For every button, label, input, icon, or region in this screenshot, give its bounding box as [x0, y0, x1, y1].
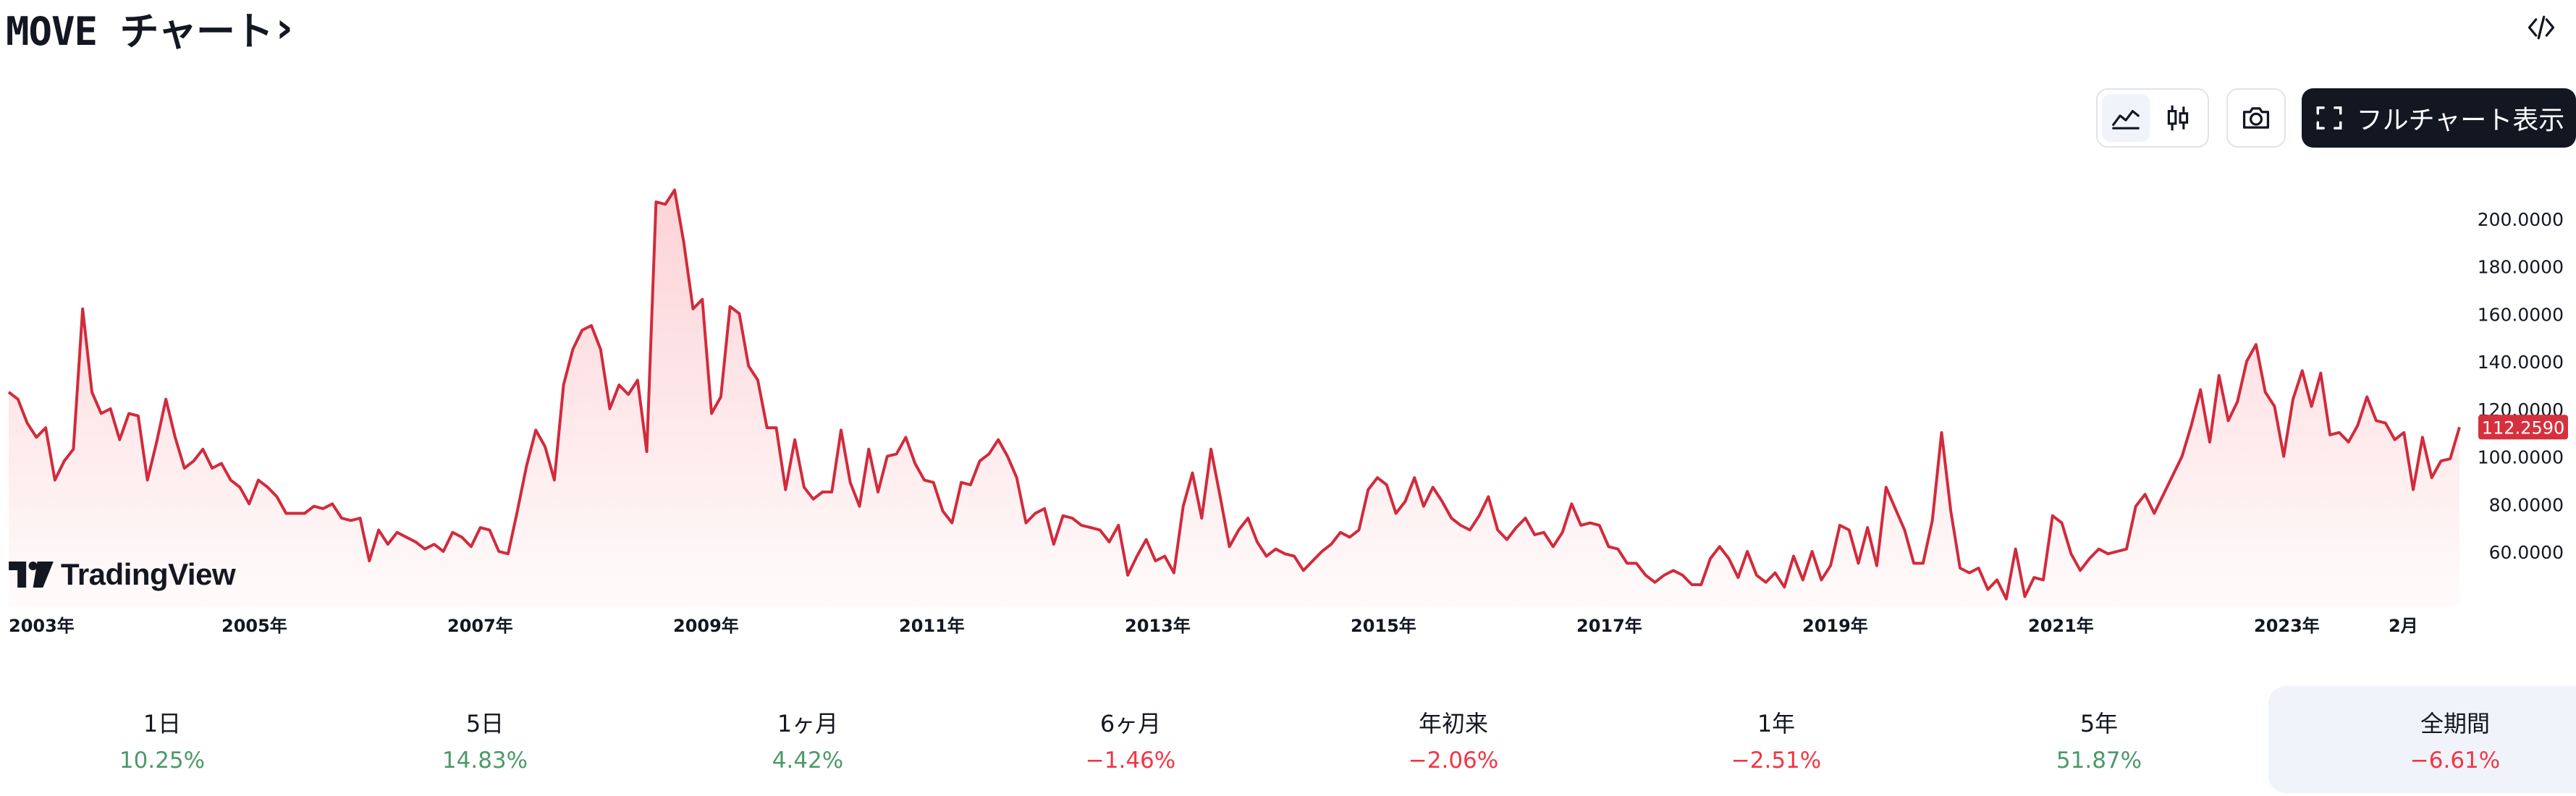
candlestick-style-button[interactable] [2154, 94, 2202, 142]
camera-icon [2242, 107, 2270, 129]
x-tick-label: 2009年 [673, 616, 739, 636]
period-change-value: 14.83% [442, 748, 528, 774]
period-performance-bar: 1日 10.25% 5日 14.83% 1ヶ月 4.42% 6ヶ月 −1.46% 年初来 −2.0… [0, 686, 2576, 793]
period-change-value: −2.51% [1731, 748, 1822, 774]
period-change-value: −2.06% [1408, 748, 1499, 774]
chart-style-toggle [2096, 88, 2209, 148]
y-tick-label: 80.0000 [2489, 494, 2564, 515]
period-tab-4[interactable]: 6ヶ月 −1.46% [979, 686, 1283, 793]
x-tick-label: 2013年 [1125, 616, 1191, 636]
area-chart-icon [2112, 110, 2140, 130]
expand-icon [2316, 106, 2342, 130]
period-tab-5[interactable]: 年初来 −2.06% [1301, 686, 1605, 793]
period-label: 1年 [1757, 710, 1796, 737]
page-title: MOVE チャート [6, 8, 274, 54]
period-change-value: 4.42% [772, 748, 844, 774]
period-label: 5日 [465, 710, 504, 737]
x-tick-label: 2015年 [1351, 616, 1416, 636]
y-tick-label: 180.0000 [2478, 257, 2564, 278]
tradingview-logo[interactable]: TradingView [9, 557, 236, 592]
x-tick-label: 2021年 [2028, 616, 2094, 636]
series-area-fill [9, 190, 2459, 607]
period-label: 6ヶ月 [1099, 710, 1162, 737]
x-tick-label: 2023年 [2254, 616, 2320, 636]
period-label: 5年 [2079, 710, 2119, 737]
x-tick-label: 2月 [2389, 616, 2418, 636]
series-line [7, 188, 2461, 601]
move-area-chart[interactable]: 200.0000180.0000160.0000140.0000120.0000… [0, 152, 2576, 651]
period-change-value: 51.87% [2056, 748, 2142, 774]
period-change-value: −6.61% [2410, 748, 2501, 774]
chevron-right-icon: › [276, 3, 293, 52]
y-tick-label: 60.0000 [2489, 542, 2564, 563]
snapshot-button[interactable] [2226, 88, 2286, 148]
full-chart-label: フルチャート表示 [2356, 106, 2565, 135]
x-tick-label: 2005年 [221, 616, 287, 636]
y-tick-label: 160.0000 [2478, 304, 2564, 325]
tradingview-logo-icon [9, 562, 54, 588]
chart-title-link[interactable]: MOVE チャート › [6, 0, 293, 55]
period-label: 全期間 [2420, 710, 2490, 737]
x-tick-label: 2019年 [1802, 616, 1868, 636]
embed-code-button[interactable] [2520, 7, 2563, 48]
period-tab-8[interactable]: 全期間 −6.61% [2268, 686, 2576, 793]
period-tab-1[interactable]: 1日 10.25% [10, 686, 314, 793]
x-tick-label: 2003年 [9, 616, 75, 636]
area-style-button[interactable] [2102, 94, 2150, 142]
x-tick-label: 2017年 [1576, 616, 1642, 636]
period-tab-3[interactable]: 1ヶ月 4.42% [656, 686, 960, 793]
period-change-value: −1.46% [1085, 748, 1176, 774]
y-tick-label: 100.0000 [2478, 447, 2564, 468]
period-label: 1ヶ月 [777, 710, 839, 737]
period-label: 年初来 [1418, 710, 1488, 737]
x-tick-label: 2007年 [447, 616, 513, 636]
last-price-label: 112.2590 [2482, 418, 2565, 438]
period-tab-2[interactable]: 5日 14.83% [333, 686, 637, 793]
code-icon [2528, 15, 2555, 40]
y-tick-label: 200.0000 [2478, 209, 2564, 230]
candlestick-icon [2167, 105, 2189, 131]
period-tab-6[interactable]: 1年 −2.51% [1624, 686, 1928, 793]
period-label: 1日 [143, 710, 182, 737]
period-change-value: 10.25% [119, 748, 206, 774]
period-tab-7[interactable]: 5年 51.87% [1947, 686, 2251, 793]
x-tick-label: 2011年 [899, 616, 965, 636]
y-tick-label: 140.0000 [2478, 352, 2564, 373]
full-chart-button[interactable]: フルチャート表示 [2302, 88, 2576, 148]
tradingview-logo-text: TradingView [61, 557, 236, 591]
last-price-badge [2478, 415, 2568, 440]
